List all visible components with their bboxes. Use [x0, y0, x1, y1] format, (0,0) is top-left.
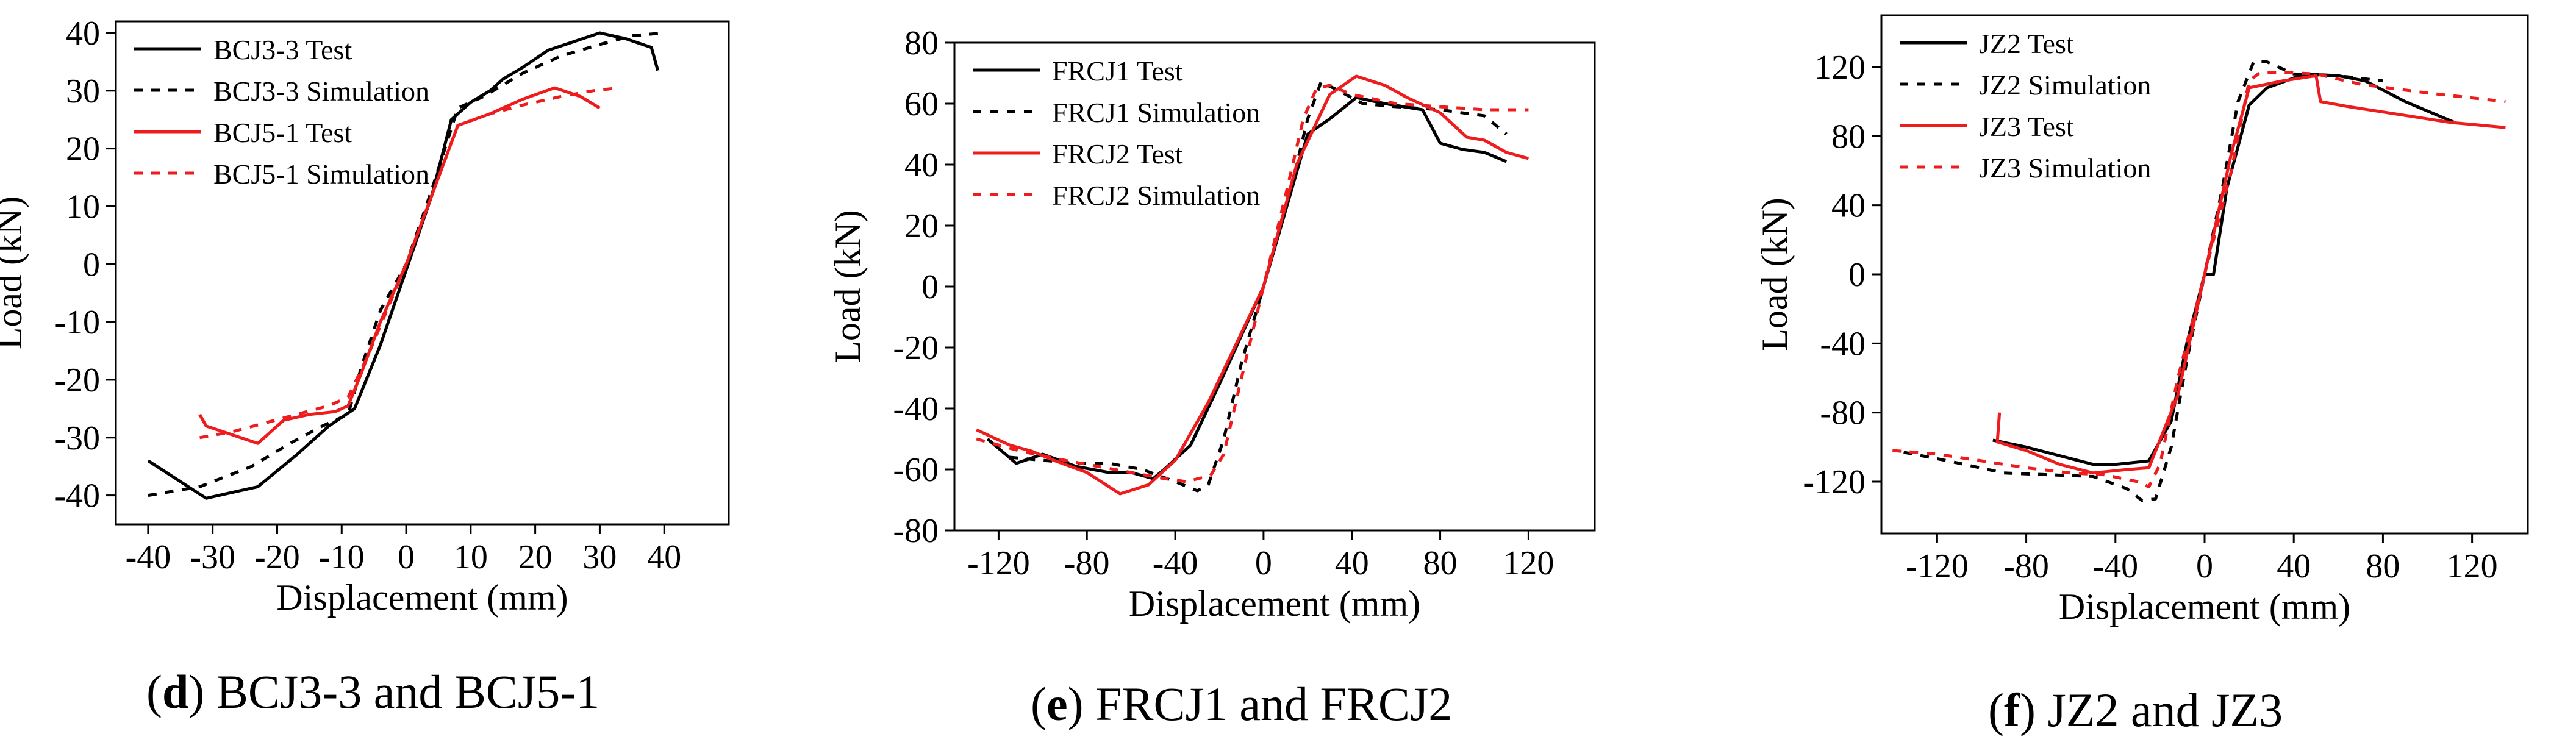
series-line-bcj5-1-test: [198, 86, 601, 445]
x-tick-label: -80: [1064, 544, 1110, 582]
legend-label: BCJ5-1 Simulation: [213, 159, 429, 190]
x-tick-label: -30: [190, 538, 235, 576]
x-tick-label: 120: [1503, 544, 1554, 582]
y-tick-label: 120: [1814, 49, 1866, 87]
x-tick-label: 30: [582, 538, 617, 576]
x-tick-label: 40: [1335, 544, 1369, 582]
x-tick-label: -20: [254, 538, 300, 576]
x-tick-label: 40: [2277, 547, 2311, 585]
series-line-frcj2-test: [976, 74, 1530, 496]
x-tick-label: -80: [2003, 547, 2049, 585]
y-tick-label: -40: [1820, 325, 1866, 363]
y-tick-label: 30: [66, 73, 100, 110]
y-tick-label: 80: [1831, 118, 1866, 155]
y-tick-label: 20: [66, 130, 100, 168]
x-tick-label: 20: [518, 538, 553, 576]
legend-label: FRCJ2 Simulation: [1052, 180, 1260, 211]
y-tick-label: 40: [1831, 187, 1866, 225]
caption-panel-f: (f) JZ2 and JZ3: [1988, 683, 2283, 736]
legend-label: FRCJ1 Test: [1052, 55, 1183, 87]
y-axis-label: Load (kN): [0, 196, 29, 350]
y-tick-label: 0: [1848, 256, 1866, 294]
legend-label: BCJ3-3 Test: [213, 34, 352, 65]
chart-panel-e: -120 -80 -40 0 40 80 120-80-60-40-20020406080D…: [828, 24, 1596, 624]
x-axis-label: Displacement (mm): [1129, 583, 1420, 624]
caption-letter-e: e: [1046, 677, 1068, 730]
caption-letter-d: d: [162, 665, 189, 718]
legend-label: FRCJ2 Test: [1052, 138, 1183, 169]
y-tick-label: -120: [1803, 463, 1866, 501]
x-tick-label: -10: [319, 538, 365, 576]
series-line-bcj5-1-simulation: [199, 86, 620, 440]
caption-panel-d: (d) BCJ3-3 and BCJ5-1: [146, 665, 600, 718]
y-tick-label: -60: [893, 451, 939, 489]
y-tick-label: -40: [54, 477, 100, 515]
chart-panel-f: -120 -80 -40 0 40 80 120 -120 -80 -40 0 40 80 120 Disp…: [1755, 14, 2529, 627]
legend-label: JZ2 Test: [1979, 28, 2074, 59]
x-axis-label: Displacement (mm): [276, 577, 568, 618]
y-tick-label: -40: [893, 390, 939, 428]
y-tick-label: -10: [54, 304, 100, 341]
caption-panel-e: (e) FRCJ1 and FRCJ2: [1031, 677, 1453, 730]
x-axis-label: Displacement (mm): [2059, 587, 2350, 627]
y-tick-label: 10: [66, 188, 100, 226]
legend-label: JZ3 Test: [1979, 111, 2074, 142]
y-tick-label: -30: [54, 419, 100, 457]
x-tick-label: 80: [2366, 547, 2400, 585]
caption-text-e: FRCJ1 and FRCJ2: [1095, 677, 1453, 730]
y-tick-label: -80: [1820, 394, 1866, 432]
plot-frame: [115, 20, 730, 526]
series-line-bcj3-3-test: [147, 31, 660, 500]
caption-text-f: JZ2 and JZ3: [2047, 683, 2283, 736]
legend-label: FRCJ1 Simulation: [1052, 97, 1260, 128]
y-tick-label: -20: [893, 329, 939, 367]
x-tick-label: 0: [1255, 544, 1272, 582]
y-tick-label: 80: [904, 24, 939, 62]
legend-label: JZ2 Simulation: [1979, 70, 2151, 101]
y-tick-label: -20: [54, 362, 100, 399]
x-tick-label: 80: [1423, 544, 1458, 582]
chart-panel-d: -40 -30 -20 -10 0 10 20 30 40 -40 -30 -20 -10 0 10 20 30…: [0, 15, 730, 618]
series-line-jz2-test: [1992, 72, 2455, 466]
y-tick-label: 40: [66, 15, 100, 52]
y-tick-label: 20: [904, 207, 939, 245]
x-tick-label: -40: [1153, 544, 1198, 582]
y-axis-label: Load (kN): [1755, 198, 1795, 351]
caption-letter-f: f: [2003, 683, 2020, 736]
series-line-frcj2-simulation: [976, 84, 1529, 483]
series-line-jz3-test: [1995, 74, 2506, 475]
series-line-jz2-simulation: [1903, 60, 2383, 502]
y-axis-label: Load (kN): [828, 210, 868, 363]
series-line-frcj1-simulation: [1009, 80, 1508, 493]
legend-label: BCJ5-1 Test: [213, 117, 352, 148]
x-tick-label: 120: [2447, 547, 2498, 585]
x-tick-label: 0: [398, 538, 415, 576]
x-tick-label: -120: [1906, 547, 1969, 585]
x-tick-label: 10: [454, 538, 488, 576]
caption-text-d: BCJ3-3 and BCJ5-1: [216, 665, 600, 718]
x-tick-label: -40: [126, 538, 171, 576]
legend-label: JZ3 Simulation: [1979, 152, 2151, 184]
x-tick-label: -40: [2092, 547, 2138, 585]
y-tick-label: 40: [904, 146, 939, 184]
y-tick-label: -80: [893, 512, 939, 550]
y-tick-label: 0: [921, 268, 939, 306]
x-tick-label: 40: [647, 538, 681, 576]
legend-label: BCJ3-3 Simulation: [213, 76, 429, 107]
y-tick-label: 0: [83, 246, 100, 284]
x-tick-label: 0: [2196, 547, 2213, 585]
y-tick-label: 60: [904, 85, 939, 123]
x-tick-label: -120: [967, 544, 1030, 582]
